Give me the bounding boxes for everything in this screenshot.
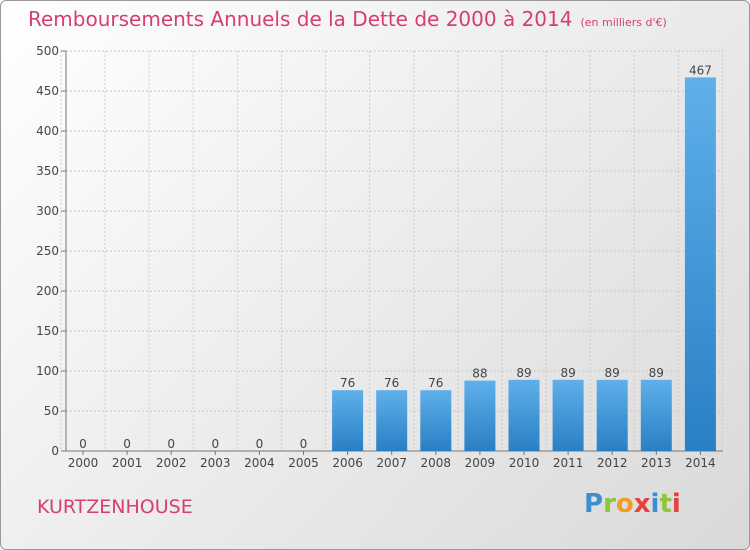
value-label: 467 xyxy=(689,63,712,77)
logo-letter: i xyxy=(671,489,681,519)
bar-2014 xyxy=(684,77,716,452)
x-tick-label: 2012 xyxy=(597,456,628,470)
bar-2008 xyxy=(420,390,452,451)
value-label: 0 xyxy=(300,437,308,451)
x-tick-label: 2002 xyxy=(156,456,187,470)
y-tick-label: 450 xyxy=(36,84,59,98)
logo-letter: P xyxy=(584,489,604,519)
chart-title: Remboursements Annuels de la Dette de 20… xyxy=(28,7,667,31)
x-tick-label: 2001 xyxy=(112,456,143,470)
bar-2013 xyxy=(640,379,672,451)
chart-title-text: Remboursements Annuels de la Dette de 20… xyxy=(28,7,573,31)
value-label: 76 xyxy=(340,376,355,390)
bars xyxy=(332,77,716,452)
logo-letter: r xyxy=(603,489,616,519)
y-tick-label: 200 xyxy=(36,284,59,298)
proxiti-logo[interactable]: Proxiti xyxy=(584,489,681,519)
bar-2011 xyxy=(552,379,584,451)
town-name: KURTZENHOUSE xyxy=(37,496,193,518)
value-label: 89 xyxy=(605,366,620,380)
x-tick-label: 2009 xyxy=(465,456,496,470)
y-tick-label: 350 xyxy=(36,164,59,178)
value-label: 0 xyxy=(211,437,219,451)
y-tick-label: 500 xyxy=(36,44,59,58)
bar-2009 xyxy=(464,380,496,451)
value-label: 89 xyxy=(560,366,575,380)
y-tick-label: 400 xyxy=(36,124,59,138)
bar-2006 xyxy=(332,390,364,451)
x-tick-label: 2011 xyxy=(553,456,584,470)
bar-2012 xyxy=(596,379,628,451)
y-tick-label: 250 xyxy=(36,244,59,258)
x-tick-label: 2000 xyxy=(68,456,99,470)
value-label: 0 xyxy=(79,437,87,451)
x-tick-label: 2003 xyxy=(200,456,231,470)
bar-2010 xyxy=(508,379,540,451)
y-tick-label: 300 xyxy=(36,204,59,218)
logo-letter: i xyxy=(650,489,660,519)
chart-subtitle: (en milliers d'€) xyxy=(580,16,667,29)
x-tick-label: 2013 xyxy=(641,456,672,470)
y-tick-label: 50 xyxy=(44,404,59,418)
axes: 0 50 100 150 200 250 300 350 400 450 500 2000 2001 20… xyxy=(36,44,723,470)
y-tick-label: 100 xyxy=(36,364,59,378)
value-label: 0 xyxy=(256,437,264,451)
y-tick-label: 0 xyxy=(51,444,59,458)
value-label: 88 xyxy=(472,367,487,381)
logo-letter: x xyxy=(633,489,651,519)
x-tick-label: 2014 xyxy=(685,456,716,470)
value-label: 0 xyxy=(167,437,175,451)
logo-letter: t xyxy=(659,489,672,519)
y-tick-label: 150 xyxy=(36,324,59,338)
value-label: 76 xyxy=(384,376,399,390)
x-tick-label: 2010 xyxy=(509,456,540,470)
x-tick-label: 2006 xyxy=(332,456,363,470)
bar-2007 xyxy=(376,390,408,451)
value-label: 0 xyxy=(123,437,131,451)
logo-letter: o xyxy=(615,489,634,519)
x-tick-label: 2007 xyxy=(376,456,407,470)
value-label: 89 xyxy=(516,366,531,380)
value-labels: 0 0 0 0 0 0 76 76 76 88 89 89 89 89 467 xyxy=(79,63,712,451)
value-label: 76 xyxy=(428,376,443,390)
value-label: 89 xyxy=(649,366,664,380)
x-tick-label: 2005 xyxy=(288,456,319,470)
x-tick-label: 2008 xyxy=(421,456,452,470)
x-tick-label: 2004 xyxy=(244,456,275,470)
